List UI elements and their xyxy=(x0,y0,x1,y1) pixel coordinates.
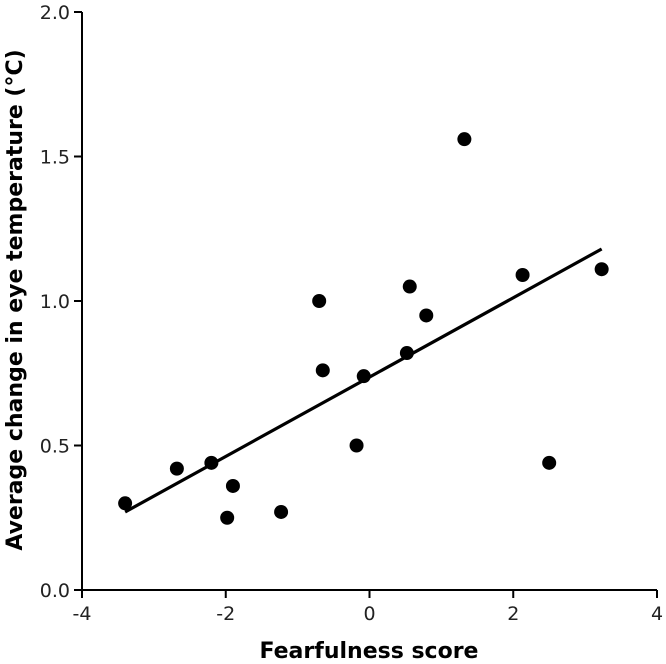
data-point xyxy=(312,294,327,308)
data-point xyxy=(515,267,530,282)
data-point xyxy=(356,369,371,384)
data-point xyxy=(402,279,417,294)
x-tick-label: -2 xyxy=(216,603,235,625)
data-point xyxy=(315,363,330,378)
y-tick-label: 2.0 xyxy=(40,2,70,24)
data-point xyxy=(542,455,557,470)
data-point xyxy=(225,478,240,493)
data-point xyxy=(274,504,289,519)
plot-area: 0.0 0.5 1.0 1.5 2.0 -4 -2 0 2 4 xyxy=(40,2,663,625)
x-tick-label: 4 xyxy=(651,603,663,625)
data-point xyxy=(220,510,235,525)
x-tick-label: 2 xyxy=(507,603,519,625)
data-point xyxy=(457,132,472,147)
data-point xyxy=(204,455,219,470)
data-point xyxy=(419,308,434,323)
y-tick-label: 1.0 xyxy=(40,291,70,313)
y-tick-label: 1.5 xyxy=(40,147,70,169)
data-point xyxy=(349,438,364,453)
y-tick-label: 0.0 xyxy=(40,580,70,602)
y-tick-label: 0.5 xyxy=(40,436,70,458)
data-point xyxy=(169,461,184,476)
x-tick-label: 0 xyxy=(363,603,375,625)
x-tick-label: -4 xyxy=(73,603,92,625)
data-point xyxy=(399,346,414,361)
y-axis-title: Average change in eye temperature (°C) xyxy=(3,49,28,550)
data-point xyxy=(594,262,609,277)
data-point xyxy=(118,496,133,511)
x-axis-title: Fearfulness score xyxy=(260,639,479,664)
